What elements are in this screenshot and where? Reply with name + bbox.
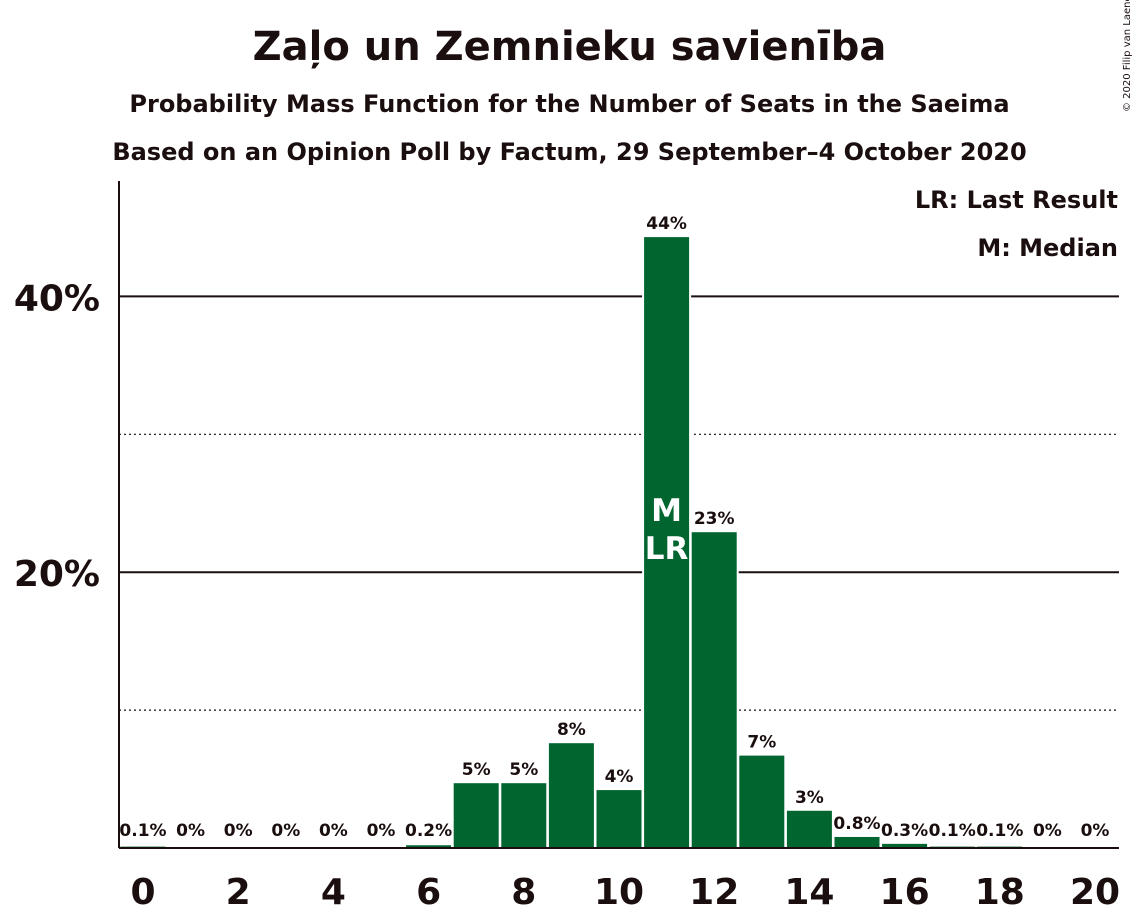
bar-seat-16 [882, 843, 928, 848]
last-result-marker: LR [645, 531, 689, 567]
bar-seat-10 [596, 790, 642, 848]
chart-subtitle: Probability Mass Function for the Number… [129, 90, 1010, 118]
bar-seat-13 [739, 755, 785, 848]
data-label: 0% [271, 821, 300, 841]
chart-subtitle-source: Based on an Opinion Poll by Factum, 29 S… [112, 138, 1027, 166]
y-tick-label: 40% [14, 278, 100, 319]
x-tick-label: 0 [130, 872, 155, 913]
x-tick-label: 2 [226, 872, 251, 913]
data-label: 8% [557, 720, 586, 740]
data-label: 0% [1033, 821, 1062, 841]
x-tick-label: 10 [594, 872, 644, 913]
bar-seat-7 [453, 783, 499, 848]
x-tick-label: 4 [321, 872, 346, 913]
data-label: 5% [509, 760, 538, 780]
data-label: 0.3% [881, 821, 928, 841]
x-tick-label: 12 [689, 872, 739, 913]
data-label: 0.1% [976, 821, 1023, 841]
data-label: 0.1% [929, 821, 976, 841]
data-label: 7% [747, 733, 776, 753]
bar-gap [927, 844, 977, 848]
data-label: 5% [462, 760, 491, 780]
x-tick-label: 14 [784, 872, 834, 913]
x-tick-label: 16 [880, 872, 930, 913]
x-tick-label: 8 [511, 872, 536, 913]
legend-last-result: LR: Last Result [914, 186, 1118, 214]
data-label: 0.1% [119, 821, 166, 841]
x-tick-label: 20 [1070, 872, 1120, 913]
bar-seat-11 [644, 237, 690, 848]
bar-seat-6 [406, 845, 452, 848]
data-label: 0.2% [405, 821, 452, 841]
data-label: 0% [224, 821, 253, 841]
data-label: 3% [795, 788, 824, 808]
x-tick-label: 18 [975, 872, 1025, 913]
y-tick-label: 20% [14, 554, 100, 595]
data-label: 0% [367, 821, 396, 841]
bar-seat-9 [548, 743, 594, 848]
data-label: 0% [176, 821, 205, 841]
data-label: 23% [694, 509, 735, 529]
bar-seat-14 [786, 810, 832, 848]
median-marker: M [651, 493, 682, 529]
data-label: 44% [646, 214, 687, 234]
data-label: 0% [319, 821, 348, 841]
data-label: 0.8% [833, 814, 880, 834]
bar-gap [118, 844, 168, 848]
data-label: 4% [605, 767, 634, 787]
legend-median: M: Median [977, 234, 1118, 262]
bar-gap [975, 844, 1025, 848]
x-tick-label: 6 [416, 872, 441, 913]
bar-seat-8 [501, 783, 547, 848]
bar-seat-12 [691, 532, 737, 848]
bar-seat-15 [834, 836, 880, 848]
data-label: 0% [1081, 821, 1110, 841]
chart-title: Zaļo un Zemnieku savienība [252, 24, 887, 70]
